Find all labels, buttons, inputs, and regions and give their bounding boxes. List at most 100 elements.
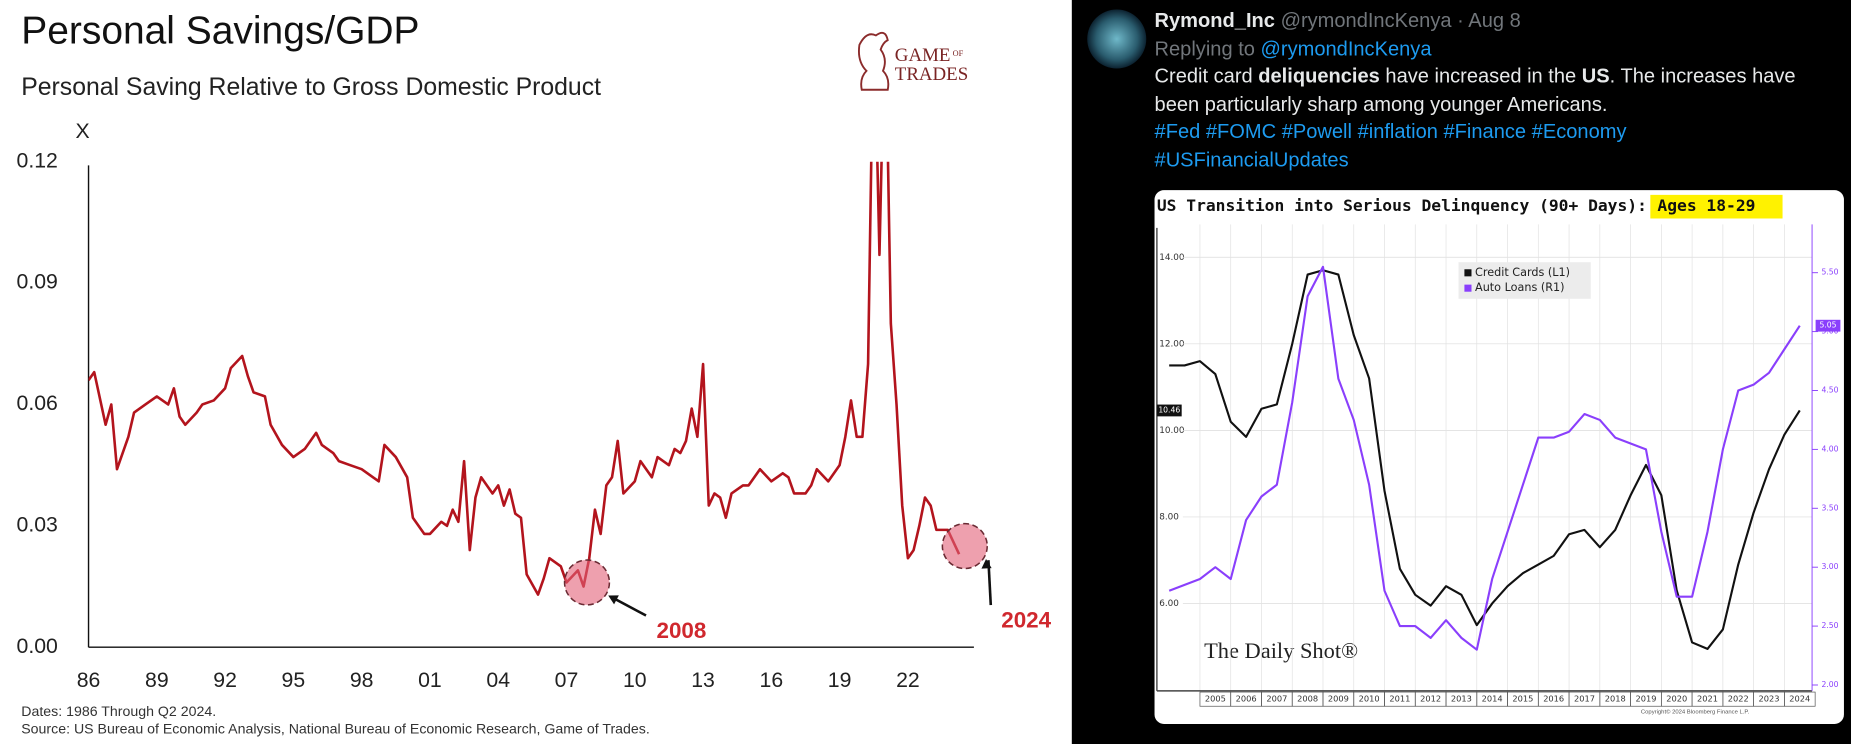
tweet-image[interactable]: [1154, 190, 1844, 724]
y-tick-label: 8.00: [1159, 512, 1179, 522]
chart-title: Personal Savings/GDP: [21, 9, 419, 52]
hashtag[interactable]: #Finance: [1443, 120, 1527, 143]
hashtag[interactable]: #Fed: [1154, 120, 1201, 143]
reply-handle[interactable]: @rymondIncKenya: [1260, 37, 1432, 60]
separator: ·: [1457, 9, 1464, 32]
highlight-circle: [563, 559, 611, 606]
author-name[interactable]: Rymond_Inc: [1154, 9, 1275, 32]
chart-title-highlight: Ages 18-29: [1657, 196, 1755, 215]
y-tick-label: 0.00: [17, 634, 58, 658]
x-tick-label: 92: [213, 668, 237, 692]
x-tick-label: 07: [555, 668, 579, 692]
arrow: [609, 595, 647, 617]
x-tick-label: 95: [282, 668, 306, 692]
text: . The increases have been particularly s…: [1154, 64, 1796, 116]
x-tick-label: 19: [828, 668, 852, 692]
reply-line: Replying to @rymondIncKenya: [1155, 35, 1822, 63]
tweet-header: Rymond_Inc @rymondIncKenya · Aug 8: [1155, 7, 1822, 35]
watermark: The Daily Shot®: [1204, 638, 1358, 663]
annotation-label: 2024: [1001, 608, 1051, 633]
chart-title: US Transition into Serious Delinquency (…: [1157, 196, 1647, 215]
logo-icon: [858, 31, 890, 91]
y2-tick-label: 3.00: [1822, 562, 1839, 571]
value-tag: [1815, 319, 1841, 332]
y-tick-label: 0.12: [17, 148, 58, 172]
hashtag[interactable]: #Economy: [1531, 120, 1627, 143]
y-tick-label: 12.00: [1159, 339, 1185, 349]
x-tick-label: 2017: [1574, 694, 1595, 704]
x-tick-label: 89: [145, 668, 169, 692]
x-tick-label: 13: [691, 668, 715, 692]
x-tick-label: 2005: [1205, 694, 1226, 704]
hashtags: #Fed #FOMC #Powell #inflation #Finance #…: [1155, 118, 1674, 174]
avatar[interactable]: [1087, 9, 1147, 69]
text-bold: deliquencies: [1258, 64, 1380, 88]
chart-subtitle: Personal Saving Relative to Gross Domest…: [21, 74, 601, 101]
y2-tick-label: 4.50: [1822, 385, 1839, 394]
legend-swatch: [1464, 269, 1472, 277]
date[interactable]: Aug 8: [1468, 9, 1521, 32]
plot-area: [88, 161, 961, 596]
legend-swatch: [1464, 284, 1472, 292]
series-line: [1168, 265, 1801, 651]
hashtag[interactable]: #FOMC: [1205, 120, 1277, 143]
x-tick-label: 16: [760, 668, 784, 692]
author-handle[interactable]: @rymondIncKenya: [1280, 9, 1452, 32]
logo-text: OF: [953, 49, 964, 58]
y2-tick-label: 4.00: [1822, 444, 1839, 453]
annotation-label: 2008: [656, 618, 706, 643]
y2-tick-label: 2.50: [1822, 621, 1839, 630]
value-tag: [1156, 404, 1182, 417]
y-tick-label: 14.00: [1159, 253, 1185, 263]
x-tick-label: 2008: [1297, 694, 1318, 704]
logo-text: TRADES: [895, 64, 968, 85]
x-band-box: [1784, 691, 1816, 707]
logo: GAME OF TRADES: [858, 31, 968, 91]
x-tick-label: 2009: [1328, 694, 1349, 704]
tweet: Rymond_Inc @rymondIncKenya · Aug 8 Reply…: [1155, 7, 1822, 174]
x-tick-label: 2006: [1236, 694, 1257, 704]
x-tick-label: 2015: [1512, 694, 1533, 704]
legend-label: Auto Loans (R1): [1475, 281, 1564, 294]
plot-area: [1168, 265, 1801, 651]
x-tick-label: 2010: [1359, 694, 1380, 704]
x-tick-label: 2023: [1759, 694, 1780, 704]
series-line: [88, 161, 961, 596]
x-tick-label: 01: [418, 668, 442, 692]
x-tick-label: 10: [623, 668, 647, 692]
y-tick-label: 0.03: [17, 512, 58, 536]
x-tick-label: 2016: [1543, 694, 1564, 704]
x-tick-label: 2024: [1789, 694, 1810, 704]
x-tick-label: 04: [486, 668, 510, 692]
footnote: Dates: 1986 Through Q2 2024.: [21, 704, 216, 720]
y2-tick-label: 2.00: [1822, 680, 1839, 689]
arrow-head: [981, 559, 992, 569]
tweet-text: Credit card deliquencies have increased …: [1155, 63, 1822, 119]
x-tick-label: 2020: [1666, 694, 1687, 704]
x-tick-label: 22: [896, 668, 920, 692]
value-tag-label: 10.46: [1158, 405, 1180, 414]
x-tick-label: 2018: [1605, 694, 1626, 704]
x-tick-label: 86: [77, 668, 101, 692]
y-tick-label: 6.00: [1159, 599, 1179, 609]
hashtag[interactable]: #USFinancialUpdates: [1154, 148, 1349, 171]
x-tick-label: 2014: [1482, 694, 1503, 704]
x-tick-label: 2013: [1451, 694, 1472, 704]
y2-tick-label: 3.50: [1822, 503, 1839, 512]
x-tick-label: 98: [350, 668, 374, 692]
reply-label: Replying to: [1154, 37, 1255, 60]
value-tag-label: 5.05: [1819, 321, 1836, 330]
footnote: Source: US Bureau of Economic Analysis, …: [21, 722, 650, 738]
hashtag[interactable]: #Powell: [1281, 120, 1352, 143]
y-tick-label: 10.00: [1159, 426, 1185, 436]
text: have increased in the: [1379, 64, 1582, 88]
text-bold: US: [1581, 64, 1610, 88]
hashtag[interactable]: #inflation: [1357, 120, 1438, 143]
title-highlight-box: [1650, 194, 1783, 219]
x-tick-label: 2011: [1389, 694, 1410, 704]
x-tick-label: 2012: [1420, 694, 1441, 704]
text: Credit card: [1154, 64, 1259, 88]
